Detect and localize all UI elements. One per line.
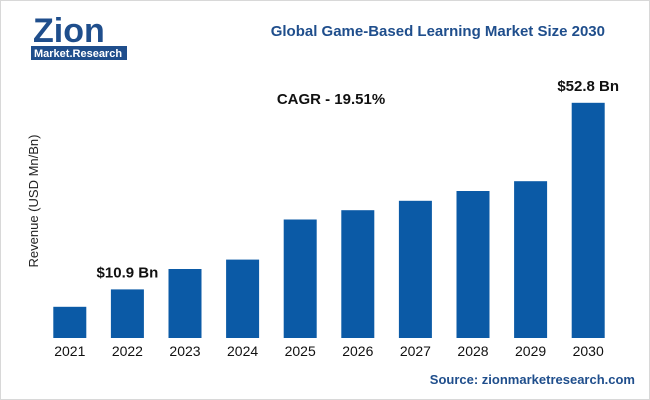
x-tick-label-2029: 2029 xyxy=(515,343,546,359)
bar-2026 xyxy=(341,210,375,338)
x-tick-label-2026: 2026 xyxy=(342,343,373,359)
bar-2022 xyxy=(110,289,144,338)
x-tick-label-2028: 2028 xyxy=(457,343,488,359)
data-label-2022: $10.9 Bn xyxy=(97,264,159,281)
x-tick-label-2024: 2024 xyxy=(227,343,258,359)
data-label-2030: $52.8 Bn xyxy=(557,78,619,95)
logo-subtext-bg xyxy=(31,46,127,60)
bar-2030 xyxy=(571,102,605,338)
bar-2029 xyxy=(514,181,548,338)
x-tick-label-2023: 2023 xyxy=(169,343,200,359)
x-tick-label-2025: 2025 xyxy=(285,343,316,359)
x-tick-label-2027: 2027 xyxy=(400,343,431,359)
logo-wordmark: Zion xyxy=(33,12,105,50)
y-axis-title: Revenue (USD Mn/Bn) xyxy=(26,135,41,268)
source-credit: Source: zionmarketresearch.com xyxy=(429,372,635,387)
cagr-annotation: CAGR - 19.51% xyxy=(277,91,385,108)
x-tick-label-2030: 2030 xyxy=(573,343,604,359)
zion-logo: Zion Market.Research xyxy=(31,12,127,60)
bar-2023 xyxy=(168,269,202,338)
x-tick-label-2022: 2022 xyxy=(112,343,143,359)
bar-2025 xyxy=(283,219,317,338)
bar-2027 xyxy=(398,200,432,338)
bar-2021 xyxy=(53,306,87,338)
chart-title: Global Game-Based Learning Market Size 2… xyxy=(270,23,605,40)
bar-2024 xyxy=(226,259,260,338)
bar-2028 xyxy=(456,191,490,338)
x-tick-label-2021: 2021 xyxy=(54,343,85,359)
logo-subtext: Market.Research xyxy=(34,48,122,60)
